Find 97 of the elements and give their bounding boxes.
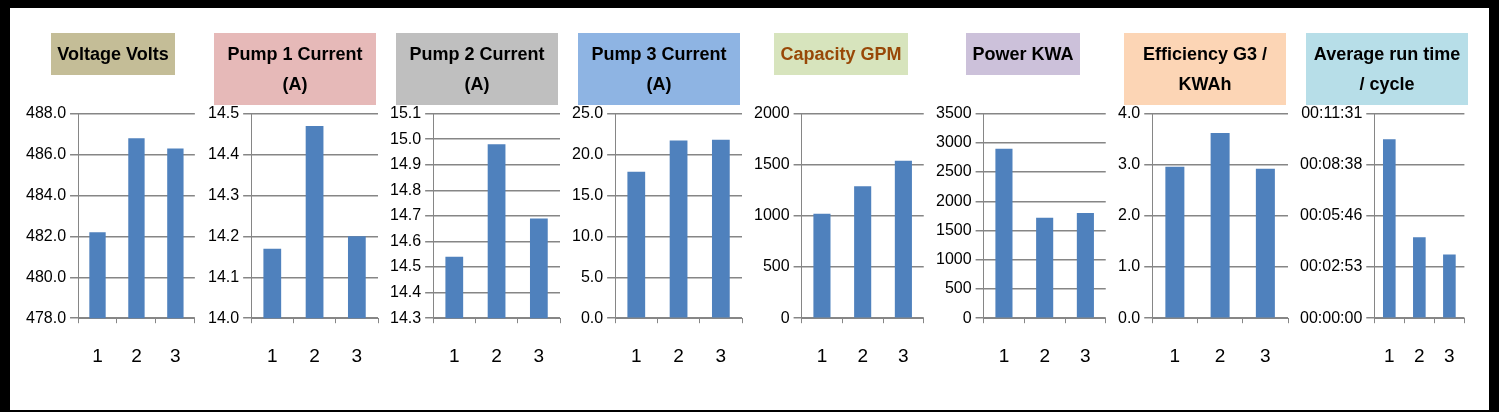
bar <box>854 186 872 318</box>
bar <box>1413 237 1426 318</box>
x-tick-label: 2 <box>131 344 142 366</box>
y-tick-label: 2000 <box>936 191 972 209</box>
bar <box>1036 217 1054 318</box>
x-tick-label: 3 <box>715 344 727 366</box>
x-tick-label: 2 <box>1214 344 1226 366</box>
y-tick-label: 14.5 <box>208 104 240 122</box>
x-tick-label: 3 <box>1444 344 1455 366</box>
y-tick-label: 486.0 <box>25 144 67 162</box>
x-tick-label: 3 <box>1260 344 1271 366</box>
bar <box>1076 212 1094 318</box>
x-tick-label: 2 <box>857 344 868 366</box>
y-tick-label: 0 <box>780 308 790 326</box>
x-tick-label: 3 <box>533 344 545 366</box>
x-tick-label: 3 <box>170 344 181 366</box>
y-tick-label: 500 <box>762 257 790 275</box>
chart-title: Pump 3 Current (A) <box>578 33 740 105</box>
x-tick-label: 3 <box>898 344 909 366</box>
x-tick-label: 2 <box>309 344 320 366</box>
y-tick-label: 14.6 <box>390 231 422 249</box>
y-tick-label: 4.0 <box>1117 104 1141 122</box>
y-tick-label: 15.1 <box>390 104 422 122</box>
bar <box>1165 166 1185 318</box>
y-tick-label: 00:02:53 <box>1300 257 1363 275</box>
bar <box>1443 254 1456 318</box>
y-tick-label: 480.0 <box>25 267 67 285</box>
y-tick-label: 14.8 <box>390 180 422 198</box>
chart-title: Power KWA <box>966 33 1080 75</box>
x-tick-label: 1 <box>998 344 1010 366</box>
y-tick-label: 00:05:46 <box>1300 206 1363 224</box>
y-tick-label: 3000 <box>936 133 972 151</box>
y-tick-label: 10.0 <box>572 226 604 244</box>
y-tick-label: 500 <box>944 279 972 297</box>
chart-title: Capacity GPM <box>774 33 908 75</box>
y-tick-label: 1000 <box>936 250 972 268</box>
x-tick-label: 1 <box>92 344 103 366</box>
x-tick-label: 1 <box>1384 344 1395 366</box>
y-tick-label: 1.0 <box>1117 257 1141 275</box>
y-tick-label: 14.4 <box>208 144 240 162</box>
x-tick-label: 1 <box>816 344 828 366</box>
chart-title: Pump 2 Current (A) <box>396 33 558 105</box>
x-tick-label: 1 <box>630 344 642 366</box>
y-tick-label: 14.0 <box>208 308 240 326</box>
x-tick-label: 2 <box>1414 344 1425 366</box>
y-tick-label: 2000 <box>754 104 790 122</box>
y-tick-label: 14.3 <box>390 308 422 326</box>
x-tick-label: 2 <box>1039 344 1050 366</box>
bar <box>711 139 730 318</box>
bar <box>813 213 831 318</box>
y-tick-label: 2.0 <box>1117 206 1141 224</box>
y-tick-label: 14.5 <box>390 257 422 275</box>
y-tick-label: 25.0 <box>572 104 604 122</box>
y-tick-label: 15.0 <box>572 185 604 203</box>
y-tick-label: 0.0 <box>580 308 604 326</box>
y-tick-label: 1500 <box>936 220 972 238</box>
bar <box>1382 139 1396 318</box>
y-tick-label: 0.0 <box>1117 308 1141 326</box>
y-tick-label: 3500 <box>936 104 972 122</box>
x-tick-label: 3 <box>351 344 363 366</box>
y-tick-label: 00:00:00 <box>1300 308 1363 326</box>
bar <box>669 140 688 318</box>
y-tick-label: 14.2 <box>208 226 240 244</box>
y-tick-label: 14.3 <box>208 185 240 203</box>
y-tick-label: 0 <box>962 308 972 326</box>
chart-title: Pump 1 Current (A) <box>214 33 376 105</box>
x-tick-label: 1 <box>266 344 278 366</box>
y-tick-label: 1000 <box>754 206 790 224</box>
y-tick-label: 3.0 <box>1117 155 1141 173</box>
y-tick-label: 14.7 <box>390 206 422 224</box>
y-tick-label: 14.9 <box>390 155 422 173</box>
x-tick-label: 2 <box>673 344 684 366</box>
x-tick-label: 2 <box>491 344 502 366</box>
chart-title: Average run time / cycle <box>1306 33 1468 105</box>
y-tick-label: 5.0 <box>580 267 604 285</box>
chart-title: Voltage Volts <box>51 33 175 75</box>
x-tick-label: 3 <box>1080 344 1091 366</box>
bar <box>627 171 646 318</box>
y-tick-label: 1500 <box>754 155 790 173</box>
y-tick-label: 00:11:31 <box>1301 104 1363 122</box>
y-tick-label: 00:08:38 <box>1300 155 1363 173</box>
x-tick-label: 1 <box>448 344 460 366</box>
y-tick-label: 14.1 <box>208 267 240 285</box>
y-tick-label: 478.0 <box>25 308 67 326</box>
bar <box>1255 168 1275 318</box>
bar <box>995 148 1013 318</box>
y-tick-label: 488.0 <box>25 104 67 122</box>
x-tick-label: 1 <box>1169 344 1181 366</box>
bar <box>894 160 912 318</box>
y-tick-label: 484.0 <box>25 185 67 203</box>
y-tick-label: 20.0 <box>572 144 604 162</box>
y-tick-label: 482.0 <box>25 226 67 244</box>
y-tick-label: 2500 <box>936 162 972 180</box>
y-tick-label: 14.4 <box>390 283 422 301</box>
chart-title: Efficiency G3 / KWAh <box>1124 33 1286 105</box>
bar <box>1210 133 1230 318</box>
y-tick-label: 15.0 <box>390 129 422 147</box>
